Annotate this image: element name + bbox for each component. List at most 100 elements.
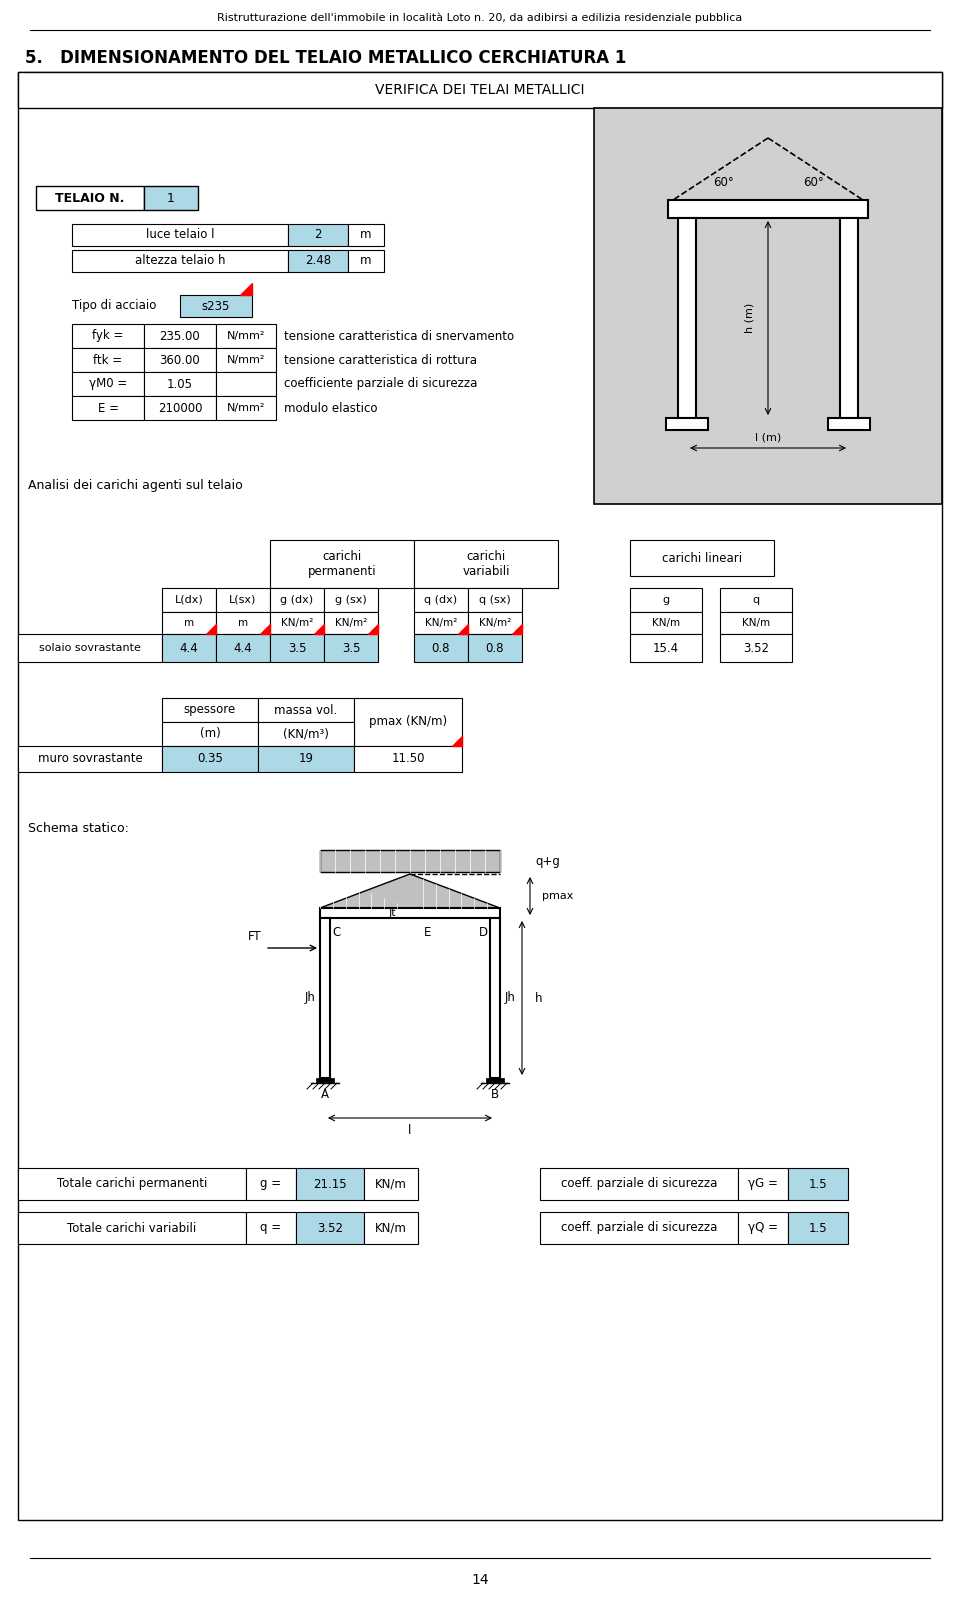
Bar [216, 634, 270, 662]
Text: KN/m: KN/m [375, 1221, 407, 1235]
Text: h (m): h (m) [745, 303, 755, 333]
Text: 1.05: 1.05 [167, 378, 193, 391]
Bar [414, 634, 468, 662]
Text: 15.4: 15.4 [653, 641, 679, 655]
Text: m: m [360, 229, 372, 242]
Text: E =: E = [98, 402, 118, 415]
Text: (m): (m) [200, 727, 221, 740]
Text: g (sx): g (sx) [335, 594, 367, 606]
Bar [72, 250, 288, 272]
Text: q (sx): q (sx) [479, 594, 511, 606]
Bar [144, 348, 216, 372]
Text: luce telaio l: luce telaio l [146, 229, 214, 242]
Text: KN/m²: KN/m² [479, 618, 511, 628]
Bar [324, 612, 378, 634]
Text: q (dx): q (dx) [424, 594, 458, 606]
Polygon shape [240, 284, 252, 295]
Bar [320, 918, 330, 1078]
Text: (KN/m³): (KN/m³) [283, 727, 329, 740]
Polygon shape [512, 625, 522, 634]
Bar [246, 1168, 296, 1200]
Bar [840, 218, 858, 418]
Bar [270, 634, 324, 662]
Text: 60°: 60° [803, 176, 824, 189]
Text: N/mm²: N/mm² [227, 356, 265, 365]
Text: q: q [753, 594, 759, 606]
Bar [594, 107, 942, 505]
Bar [348, 250, 384, 272]
Text: γQ =: γQ = [748, 1221, 778, 1235]
Text: D: D [479, 926, 488, 939]
Text: muro sovrastante: muro sovrastante [37, 753, 142, 766]
Text: 2.48: 2.48 [305, 255, 331, 268]
Bar [270, 612, 324, 634]
Text: q =: q = [260, 1221, 281, 1235]
Text: carichi
permanenti: carichi permanenti [308, 549, 376, 578]
Text: KN/m: KN/m [742, 618, 770, 628]
Bar [270, 540, 414, 588]
Bar [354, 747, 462, 772]
Text: g =: g = [260, 1177, 281, 1190]
Text: carichi lineari: carichi lineari [662, 551, 742, 564]
Polygon shape [260, 625, 270, 634]
Text: γG =: γG = [748, 1177, 778, 1190]
Polygon shape [314, 625, 324, 634]
Bar [144, 324, 216, 348]
Text: KN/m: KN/m [652, 618, 680, 628]
Text: m: m [184, 618, 194, 628]
Bar [216, 396, 276, 420]
Bar [162, 634, 216, 662]
Bar [630, 588, 702, 612]
Text: 3.5: 3.5 [288, 641, 306, 655]
Bar [414, 540, 558, 588]
Text: m: m [238, 618, 248, 628]
Text: L(sx): L(sx) [229, 594, 256, 606]
Text: KN/m²: KN/m² [335, 618, 367, 628]
Text: s235: s235 [202, 300, 230, 312]
Bar [144, 186, 198, 210]
Bar [486, 1078, 504, 1083]
Text: 5.   DIMENSIONAMENTO DEL TELAIO METALLICO CERCHIATURA 1: 5. DIMENSIONAMENTO DEL TELAIO METALLICO … [25, 50, 626, 67]
Text: N/mm²: N/mm² [227, 404, 265, 413]
Bar [18, 747, 162, 772]
Text: tensione caratteristica di rottura: tensione caratteristica di rottura [284, 354, 477, 367]
Bar [788, 1213, 848, 1245]
Bar [666, 418, 708, 429]
Bar [162, 612, 216, 634]
Bar [288, 250, 348, 272]
Bar [540, 1168, 738, 1200]
Text: VERIFICA DEI TELAI METALLICI: VERIFICA DEI TELAI METALLICI [375, 83, 585, 98]
Bar [246, 1213, 296, 1245]
Bar [414, 612, 468, 634]
Text: l: l [408, 1123, 412, 1136]
Text: N/mm²: N/mm² [227, 332, 265, 341]
Text: 1.5: 1.5 [808, 1177, 828, 1190]
Text: 1.5: 1.5 [808, 1221, 828, 1235]
Text: massa vol.: massa vol. [275, 703, 338, 716]
Bar [18, 634, 162, 662]
Text: Jh: Jh [505, 992, 516, 1004]
Text: 14: 14 [471, 1573, 489, 1588]
Bar [72, 348, 144, 372]
Bar [630, 634, 702, 662]
Bar [468, 612, 522, 634]
Bar [354, 698, 462, 747]
Bar [540, 1213, 738, 1245]
Bar [316, 1078, 334, 1083]
Polygon shape [320, 875, 500, 908]
Bar [258, 723, 354, 747]
Bar [630, 540, 774, 577]
Text: g: g [662, 594, 669, 606]
Polygon shape [452, 735, 462, 747]
Bar [320, 851, 500, 871]
Text: g (dx): g (dx) [280, 594, 314, 606]
Bar [364, 1213, 418, 1245]
Bar [162, 588, 216, 612]
Text: fyk =: fyk = [92, 330, 124, 343]
Text: 4.4: 4.4 [180, 641, 199, 655]
Text: spessore: spessore [184, 703, 236, 716]
Bar [216, 612, 270, 634]
Polygon shape [458, 625, 468, 634]
Bar [738, 1213, 788, 1245]
Text: 4.4: 4.4 [233, 641, 252, 655]
